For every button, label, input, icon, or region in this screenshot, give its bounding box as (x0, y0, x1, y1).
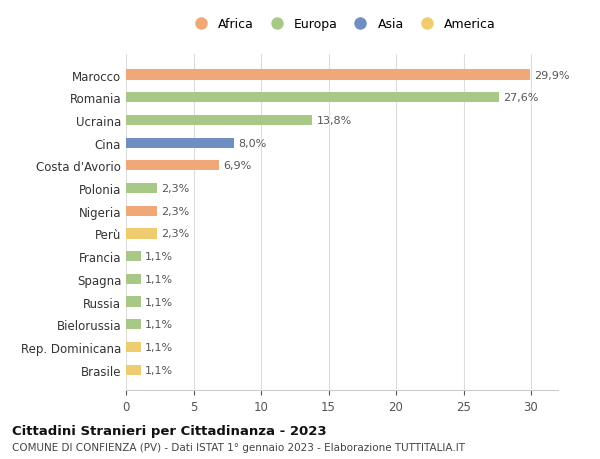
Bar (126, 116, 313, 126)
Bar (126, 229, 157, 239)
Text: Cittadini Stranieri per Cittadinanza - 2023: Cittadini Stranieri per Cittadinanza - 2… (12, 425, 326, 437)
Text: COMUNE DI CONFIENZA (PV) - Dati ISTAT 1° gennaio 2023 - Elaborazione TUTTITALIA.: COMUNE DI CONFIENZA (PV) - Dati ISTAT 1°… (12, 442, 465, 452)
Text: 29,9%: 29,9% (534, 70, 569, 80)
Text: 1,1%: 1,1% (145, 297, 173, 307)
Text: 8,0%: 8,0% (238, 138, 266, 148)
Bar (126, 70, 530, 80)
Text: 1,1%: 1,1% (145, 274, 173, 284)
Bar (126, 161, 219, 171)
Bar (126, 274, 141, 284)
Text: 1,1%: 1,1% (145, 252, 173, 262)
Bar (126, 252, 141, 262)
Text: 27,6%: 27,6% (503, 93, 538, 103)
Bar (126, 297, 141, 307)
Bar (126, 365, 141, 375)
Text: 2,3%: 2,3% (161, 229, 190, 239)
Bar (126, 342, 141, 352)
Text: 6,9%: 6,9% (223, 161, 251, 171)
Text: 2,3%: 2,3% (161, 206, 190, 216)
Bar (126, 93, 499, 103)
Bar (126, 319, 141, 330)
Text: 1,1%: 1,1% (145, 342, 173, 352)
Text: 2,3%: 2,3% (161, 184, 190, 194)
Legend: Africa, Europa, Asia, America: Africa, Europa, Asia, America (184, 14, 500, 35)
Text: 1,1%: 1,1% (145, 319, 173, 330)
Text: 1,1%: 1,1% (145, 365, 173, 375)
Bar (126, 184, 157, 194)
Bar (126, 206, 157, 216)
Bar (126, 138, 234, 148)
Text: 13,8%: 13,8% (316, 116, 352, 126)
